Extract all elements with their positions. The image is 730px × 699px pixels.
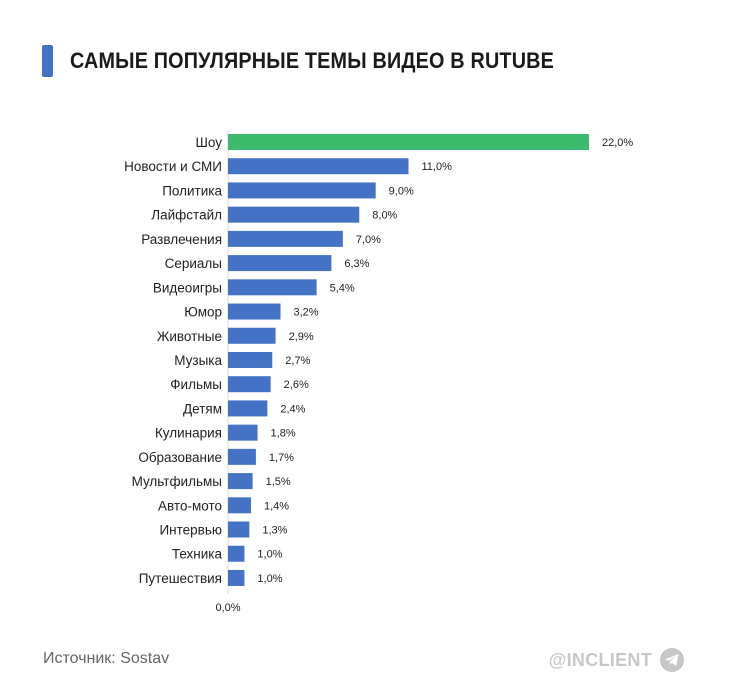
title-accent-bar (42, 45, 53, 77)
bar-3 (228, 182, 376, 199)
category-label: Фильмы (170, 377, 222, 392)
bar-8 (228, 303, 281, 320)
bar-chart: Шоу 22,0% Новости и СМИ 11,0% Политика 9,0% Ла… (124, 130, 633, 614)
bar-11 (228, 376, 271, 393)
value-label: 2,6% (284, 379, 309, 391)
bar-15 (228, 473, 253, 490)
category-label: Путешествия (139, 571, 222, 586)
value-label: 5,4% (330, 282, 355, 294)
value-label: 1,4% (264, 500, 289, 512)
category-label: Образование (138, 450, 222, 465)
value-label: 7,0% (356, 234, 381, 246)
category-label: Юмор (184, 305, 222, 320)
category-label: Лайфстайл (151, 208, 222, 223)
bar-10 (228, 351, 273, 368)
category-label: Развлечения (141, 232, 222, 247)
bar-19 (228, 569, 245, 586)
source-note: Источник: Sostav (43, 650, 170, 667)
bar-5 (228, 230, 343, 247)
page-title: САМЫЕ ПОПУЛЯРНЫЕ ТЕМЫ ВИДЕО В RUTUBE (70, 48, 555, 73)
category-label: Техника (172, 547, 223, 562)
value-label: 2,4% (280, 403, 305, 415)
value-label: 22,0% (602, 137, 633, 149)
x-axis-tick-label: 0,0% (215, 602, 240, 614)
category-label: Сериалы (165, 256, 222, 271)
value-label: 1,0% (257, 549, 282, 561)
category-label: Музыка (174, 353, 222, 368)
value-label: 8,0% (372, 210, 397, 222)
value-label: 3,2% (294, 307, 319, 319)
category-label: Кулинария (155, 426, 222, 441)
bar-1 (228, 134, 589, 150)
bar-18 (228, 545, 245, 562)
title-block: САМЫЕ ПОПУЛЯРНЫЕ ТЕМЫ ВИДЕО В RUTUBE (42, 44, 608, 78)
category-label: Детям (183, 401, 222, 416)
category-label: Животные (157, 329, 222, 344)
category-label: Политика (162, 183, 222, 198)
value-label: 1,0% (257, 573, 282, 585)
bar-7 (228, 279, 317, 296)
bar-2 (228, 158, 409, 175)
value-label: 9,0% (389, 185, 414, 197)
category-label: Шоу (196, 135, 223, 150)
telegram-icon (660, 648, 684, 672)
category-label: Интервью (159, 523, 222, 538)
value-label: 2,9% (289, 331, 314, 343)
brand-watermark: @INCLIENT (549, 648, 684, 672)
value-label: 1,7% (269, 452, 294, 464)
category-label: Мультфильмы (132, 474, 222, 489)
value-label: 6,3% (344, 258, 369, 270)
bar-17 (228, 521, 250, 538)
bar-14 (228, 448, 256, 465)
value-label: 1,3% (262, 525, 287, 537)
bar-13 (228, 424, 258, 441)
bar-4 (228, 206, 360, 223)
bar-12 (228, 400, 268, 417)
category-label: Авто-мото (158, 498, 222, 513)
value-label: 11,0% (422, 161, 453, 173)
value-label: 1,8% (271, 428, 296, 440)
category-label: Видеоигры (153, 280, 222, 295)
category-label: Новости и СМИ (124, 159, 222, 174)
brand-label: @INCLIENT (548, 649, 652, 670)
bar-6 (228, 255, 332, 272)
value-label: 2,7% (285, 355, 310, 367)
bar-16 (228, 497, 251, 514)
value-label: 1,5% (266, 476, 291, 488)
bar-9 (228, 327, 276, 344)
